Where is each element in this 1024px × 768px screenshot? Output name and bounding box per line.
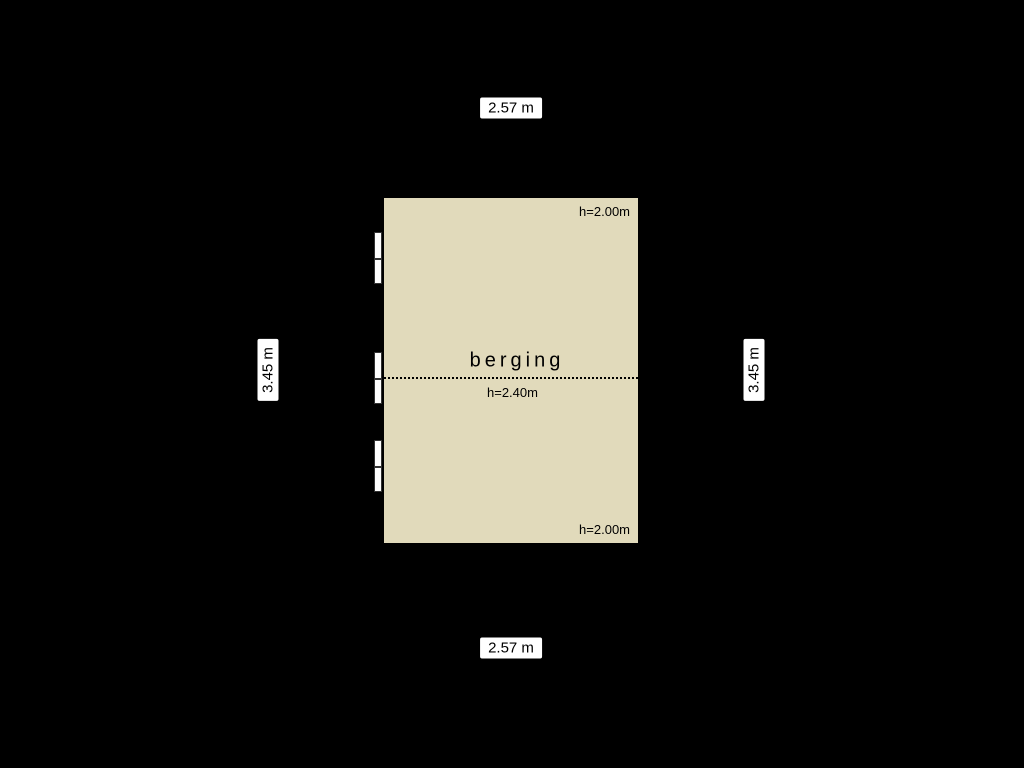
ridge-height-label: h=2.40m <box>487 385 538 400</box>
dimension-top: 2.57 m <box>479 97 543 120</box>
window-mark <box>374 352 382 404</box>
dimension-right: 3.45 m <box>743 338 766 402</box>
window-mark <box>374 440 382 492</box>
window-mark <box>374 232 382 284</box>
eave-height-label-bottom: h=2.00m <box>579 522 630 537</box>
eave-height-label-top: h=2.00m <box>579 204 630 219</box>
dimension-bottom: 2.57 m <box>479 637 543 660</box>
floorplan-canvas: berging h=2.40m h=2.00m h=2.00m 2.57 m 2… <box>0 0 1024 768</box>
room-name-label: berging <box>470 350 565 373</box>
roof-ridge-line <box>384 377 638 379</box>
dimension-left: 3.45 m <box>257 338 280 402</box>
room-berging: berging h=2.40m h=2.00m h=2.00m <box>378 192 644 549</box>
